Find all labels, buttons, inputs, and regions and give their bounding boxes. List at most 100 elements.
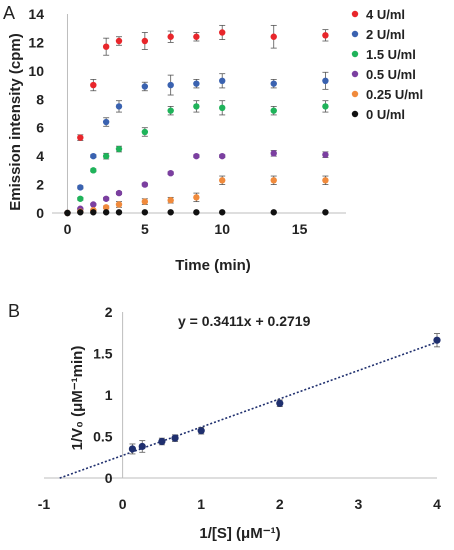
data-point: [115, 189, 123, 197]
data-point: [197, 427, 205, 435]
data-point: [141, 128, 149, 136]
data-point: [193, 80, 200, 87]
x-tick-label: 0: [119, 496, 127, 512]
legend-marker: [351, 110, 359, 118]
data-point: [115, 209, 123, 216]
x-tick-label: 15: [292, 221, 308, 237]
data-point: [322, 32, 329, 39]
y-tick-label: 0: [36, 205, 44, 221]
data-point: [77, 195, 84, 202]
x-axis-title: 1/[S] (μM⁻¹): [199, 525, 280, 542]
x-axis-title: Time (min): [175, 257, 251, 274]
x-tick-label: 0: [64, 221, 72, 237]
y-tick-label: 0.5: [93, 429, 113, 445]
data-point: [141, 37, 149, 45]
data-point: [158, 437, 166, 446]
x-tick-label: 4: [433, 496, 441, 512]
legend-label: 2 U/ml: [366, 27, 405, 42]
data-point: [171, 434, 179, 442]
data-point: [90, 209, 97, 216]
y-tick-label: 1.5: [93, 346, 113, 362]
data-point: [115, 103, 123, 110]
series-0: [128, 333, 441, 455]
x-tick-label: 5: [141, 221, 149, 237]
legend-label: 0 U/ml: [366, 107, 405, 122]
data-point: [276, 399, 284, 407]
data-point: [270, 209, 277, 216]
data-point: [219, 29, 226, 36]
data-point: [433, 336, 441, 344]
x-tick-label: 1: [197, 496, 205, 512]
data-point: [193, 152, 200, 160]
y-tick-label: 14: [28, 6, 44, 22]
data-point: [219, 152, 226, 160]
legend-label: 0.5 U/ml: [366, 67, 416, 82]
data-point: [141, 209, 149, 216]
panel-label-b: B: [8, 301, 20, 321]
data-point: [219, 77, 226, 85]
data-point: [219, 104, 226, 112]
data-point: [102, 204, 110, 211]
panel-label-a: A: [3, 3, 15, 23]
data-point: [64, 209, 71, 217]
data-point: [115, 37, 123, 45]
legend-label: 0.25 U/ml: [366, 87, 423, 102]
data-point: [193, 209, 200, 216]
data-point: [270, 107, 277, 114]
data-point: [322, 209, 329, 216]
data-point: [219, 209, 226, 216]
data-point: [322, 151, 329, 158]
data-point: [115, 145, 123, 153]
series-2: [64, 100, 329, 217]
data-point: [77, 184, 84, 191]
y-tick-label: 12: [28, 34, 44, 50]
data-point: [102, 195, 110, 202]
y-tick-label: 1: [105, 387, 113, 403]
chart-b: 0 0.5 1 1.5 2 -1 0 1 2 3 4 1/[S] (μM⁻¹) 1/V₀ (μM⁻¹mi…: [38, 304, 441, 542]
legend: 4 U/ml 2 U/ml 1.5 U/ml 0.5 U/ml 0.25 U/ml 0 U…: [351, 7, 423, 122]
data-point: [90, 152, 97, 160]
data-point: [138, 442, 146, 451]
data-point: [193, 194, 200, 201]
y-tick-label: 10: [28, 63, 44, 79]
chart-a: 0 2 4 6 8 10 12 14 0 5 10 15 Time (min) Emission inte…: [7, 6, 423, 274]
data-point: [102, 43, 110, 50]
data-point: [270, 33, 277, 40]
data-point: [141, 181, 149, 188]
trendline-equation: y = 0.3411x + 0.2719: [178, 313, 311, 329]
legend-marker: [351, 10, 359, 18]
data-point: [270, 80, 277, 87]
data-point: [193, 33, 200, 40]
data-point: [167, 81, 174, 89]
data-point: [141, 198, 149, 205]
y-axis-title: 1/V₀ (μM⁻¹min): [69, 346, 86, 451]
data-point: [167, 197, 174, 204]
data-point: [102, 209, 110, 216]
data-point: [270, 150, 277, 157]
y-tick-label: 8: [36, 91, 44, 107]
data-point: [322, 103, 329, 110]
data-point: [102, 118, 110, 126]
data-point: [322, 177, 329, 184]
y-tick-label: 2: [105, 304, 113, 320]
data-point: [128, 445, 137, 453]
data-point: [193, 103, 200, 110]
data-point: [90, 167, 97, 174]
data-point: [77, 134, 84, 141]
x-tick-label: 2: [276, 496, 284, 512]
data-point: [90, 81, 97, 89]
data-point: [322, 77, 329, 85]
legend-label: 1.5 U/ml: [366, 47, 416, 62]
data-point: [167, 209, 174, 216]
legend-label: 4 U/ml: [366, 7, 405, 22]
data-point: [270, 177, 277, 184]
y-tick-label: 4: [36, 148, 44, 164]
legend-marker: [351, 70, 359, 78]
data-point: [102, 152, 110, 160]
data-point: [77, 209, 84, 216]
trendline: [59, 341, 438, 479]
data-point: [219, 177, 226, 184]
legend-marker: [351, 90, 359, 98]
y-axis-title: Emission intensity (cpm): [7, 33, 24, 211]
